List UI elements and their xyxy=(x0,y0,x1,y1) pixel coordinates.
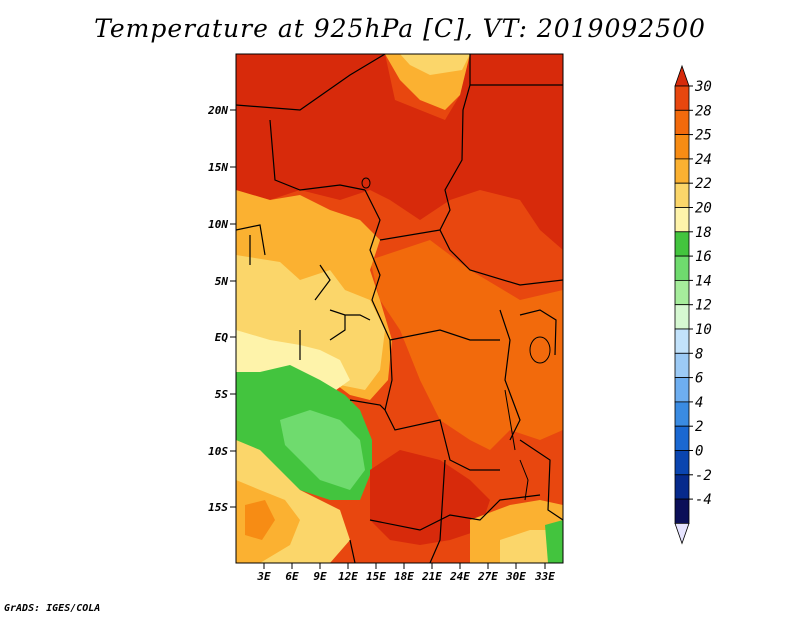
colorbar-label: 8 xyxy=(695,346,703,362)
lon-tick-label: 21E xyxy=(421,570,442,583)
longitude-axis: 3E 6E 9E 12E 15E 18E 21E 24E 27E 30E 33E xyxy=(256,563,555,583)
colorbar-label: 12 xyxy=(695,298,712,314)
lon-tick-label: 3E xyxy=(256,570,271,583)
colorbar-segment xyxy=(674,304,690,330)
colorbar-segment xyxy=(674,425,690,451)
colorbar-segment xyxy=(674,352,690,378)
lon-tick-label: 27E xyxy=(477,570,498,583)
colorbar-label: 10 xyxy=(695,322,712,338)
colorbar-label: 25 xyxy=(695,128,712,144)
lat-tick-label: 5S xyxy=(215,388,229,401)
colorbar-label: 4 xyxy=(695,395,703,411)
lon-tick-label: 9E xyxy=(313,570,327,583)
colorbar-segment xyxy=(674,279,690,306)
lat-tick-label: 20N xyxy=(207,104,228,117)
colorbar-segment xyxy=(674,158,690,184)
colorbar-label: 6 xyxy=(695,371,703,387)
temperature-map xyxy=(235,53,564,564)
colorbar-label: 30 xyxy=(694,79,712,95)
colorbar-label: 24 xyxy=(695,152,712,168)
colorbar-cap-top xyxy=(674,64,690,87)
colorbar-segment xyxy=(674,450,690,476)
lon-tick-label: 6E xyxy=(285,570,299,583)
colorbar-segment xyxy=(674,401,690,427)
colorbar-segment xyxy=(674,182,690,208)
lon-tick-label: 24E xyxy=(449,570,470,583)
lat-tick-label: 5N xyxy=(215,275,229,288)
colorbar-segment xyxy=(674,134,690,160)
colorbar-segment xyxy=(674,328,690,354)
colorbar-label: 14 xyxy=(695,273,712,289)
lon-tick-label: 18E xyxy=(394,570,414,583)
colorbar-segment xyxy=(674,85,690,111)
colorbar-segment xyxy=(674,255,690,281)
lon-tick-label: 33E xyxy=(534,570,555,583)
grads-credit: GrADS: IGES/COLA xyxy=(4,603,101,614)
lon-tick-label: 12E xyxy=(338,570,358,583)
lat-tick-label: 10S xyxy=(208,445,228,458)
colorbar-label: 0 xyxy=(695,444,703,460)
lat-tick-label: 15S xyxy=(208,501,228,514)
colorbar-label: 18 xyxy=(695,225,712,241)
colorbar-segment xyxy=(674,377,690,403)
colorbar-segment xyxy=(674,109,690,136)
colorbar-segment xyxy=(674,231,690,257)
colorbar-segment xyxy=(674,207,690,233)
latitude-axis: 20N 15N 10N 5N EQ 5S 10S 15S xyxy=(207,104,236,514)
colorbar-label: -4 xyxy=(695,492,712,508)
lat-tick-label: 10N xyxy=(208,218,228,231)
colorbar-cap-bottom xyxy=(674,523,690,545)
colorbar-label: 16 xyxy=(695,249,712,265)
colorbar-segment xyxy=(674,474,690,500)
colorbar-label: 20 xyxy=(695,201,712,217)
colorbar-label: 22 xyxy=(695,176,712,192)
colorbar-label: 2 xyxy=(695,419,703,435)
colorbar-segment xyxy=(674,498,690,524)
map-title: Temperature at 925hPa [C], VT: 201909250… xyxy=(94,14,706,43)
lat-tick-label: EQ xyxy=(215,331,229,344)
lon-tick-label: 30E xyxy=(505,570,526,583)
colorbar-label: 28 xyxy=(695,103,712,119)
lat-tick-label: 15N xyxy=(208,161,228,174)
lon-tick-label: 15E xyxy=(366,570,386,583)
colorbar-label: -2 xyxy=(695,468,712,484)
